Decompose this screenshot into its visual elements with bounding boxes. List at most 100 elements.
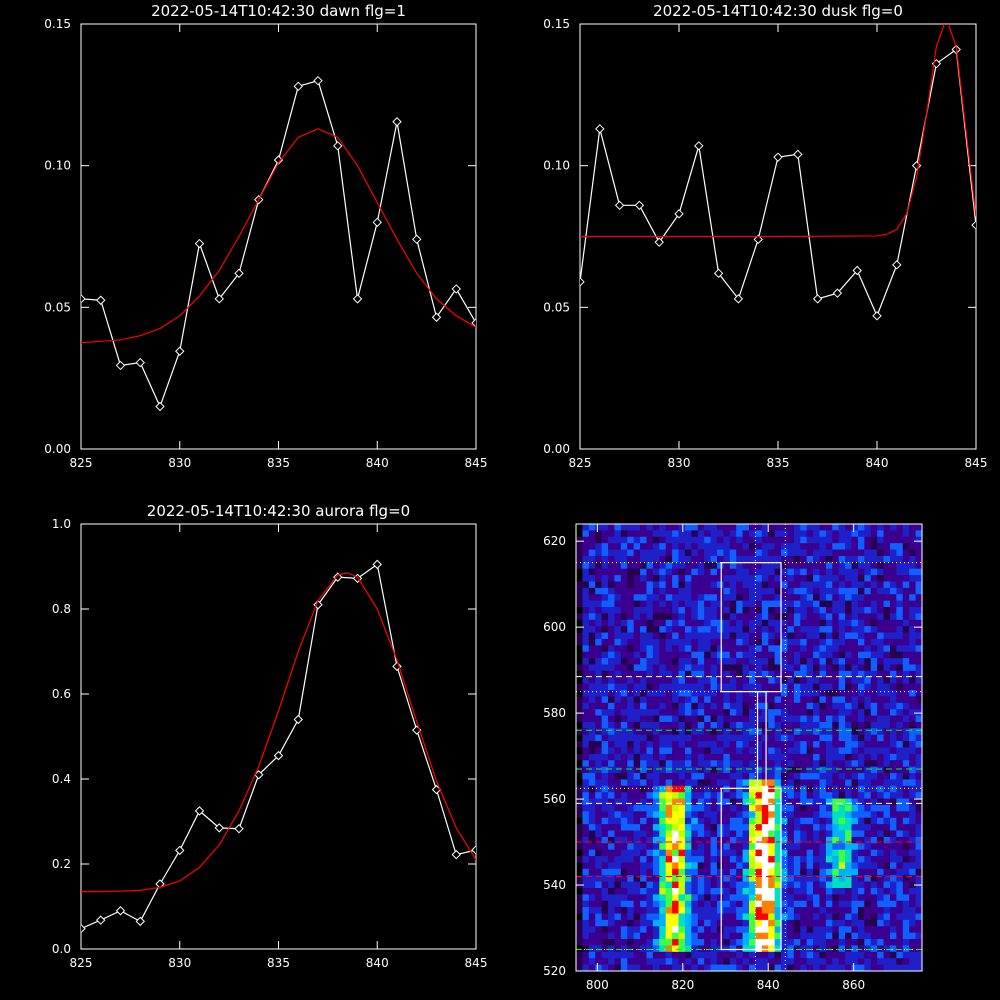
heatmap-cell (800, 626, 808, 633)
heatmap-cell (883, 779, 891, 787)
heatmap-cell (640, 856, 647, 863)
heatmap-cell (915, 849, 923, 857)
heatmap-cell (851, 900, 859, 908)
heatmap-cell (915, 562, 923, 570)
heatmap-cell (736, 811, 743, 819)
heatmap-cell (588, 568, 596, 576)
heatmap-cell (659, 868, 667, 876)
x-tick-label: 840 (866, 456, 889, 470)
heatmap-cell (819, 875, 827, 882)
heatmap-cell (768, 792, 776, 799)
heatmap-cell (851, 875, 859, 882)
heatmap-cell (729, 594, 737, 602)
heatmap-cell (857, 741, 865, 748)
heatmap-cell (749, 702, 756, 710)
heatmap-cell (800, 773, 808, 780)
heatmap-cell (582, 945, 590, 953)
heatmap-cell (633, 709, 641, 716)
heatmap-cell (793, 721, 801, 729)
heatmap-cell (620, 562, 628, 570)
heatmap-cell (576, 536, 583, 544)
heatmap-cell (620, 951, 628, 959)
heatmap-cell (652, 594, 660, 602)
heatmap-cell (684, 677, 692, 685)
heatmap-cell (652, 741, 660, 748)
heatmap-cell (576, 939, 583, 946)
heatmap-cell (742, 613, 750, 621)
heatmap-cell (614, 543, 622, 550)
heatmap-cell (851, 696, 859, 704)
fit-series (580, 24, 976, 238)
heatmap-cell (883, 804, 891, 812)
heatmap-cell (787, 843, 795, 851)
heatmap-cell (851, 530, 859, 538)
heatmap-cell (761, 664, 769, 672)
heatmap-cell (601, 945, 609, 953)
heatmap-cell (851, 594, 859, 602)
heatmap-cell (659, 683, 667, 691)
heatmap-cell (813, 951, 820, 959)
heatmap-cell (736, 683, 743, 691)
heatmap-cell (742, 881, 750, 889)
heatmap-cell (838, 555, 846, 563)
heatmap-cell (915, 524, 923, 531)
heatmap-cell (576, 562, 583, 570)
heatmap-cell (749, 715, 756, 723)
heatmap-cell (793, 939, 801, 946)
heatmap-cell (781, 575, 788, 582)
heatmap-cell (614, 824, 622, 831)
heatmap-cell (678, 856, 686, 863)
heatmap-cell (691, 843, 699, 851)
heatmap-cell (787, 734, 795, 742)
heatmap-cell (787, 524, 795, 531)
heatmap-cell (640, 945, 647, 953)
heatmap-cell (851, 607, 859, 614)
heatmap-cell (659, 587, 667, 595)
heatmap-cell (774, 728, 782, 736)
heatmap-cell (614, 862, 622, 870)
heatmap-cell (909, 594, 916, 602)
heatmap-cell (768, 651, 776, 659)
heatmap-cell (909, 887, 916, 895)
heatmap-cell (742, 670, 750, 678)
heatmap-cell (877, 753, 884, 761)
heatmap-cell (800, 843, 808, 851)
heatmap-cell (588, 779, 596, 787)
fit-series (81, 572, 476, 893)
heatmap-cell (851, 587, 859, 595)
heatmap-cell (838, 568, 846, 576)
heatmap-cell (691, 773, 699, 780)
heatmap-cell (729, 887, 737, 895)
heatmap-cell (915, 939, 923, 946)
data-series (81, 75, 476, 412)
heatmap-cell (896, 607, 904, 614)
heatmap-cell (806, 792, 814, 799)
heatmap-cell (749, 626, 756, 633)
heatmap-cell (588, 734, 596, 742)
heatmap-cell (588, 785, 596, 793)
heatmap-cell (838, 836, 846, 844)
heatmap-cell (909, 964, 916, 972)
data-point-marker (175, 845, 185, 856)
heatmap-cell (832, 773, 840, 780)
heatmap-cell (710, 619, 718, 627)
heatmap-cell (729, 849, 737, 857)
heatmap-cell (729, 862, 737, 870)
heatmap-cell (909, 734, 916, 742)
heatmap-cell (819, 696, 827, 704)
heatmap-cell (761, 747, 769, 755)
heatmap-cell (787, 619, 795, 627)
heatmap-cell (704, 798, 711, 806)
heatmap-cell (819, 811, 827, 819)
heatmap-cell (729, 747, 737, 755)
heatmap-cell (800, 613, 808, 621)
heatmap-cell (601, 900, 609, 908)
heatmap-cell (729, 619, 737, 627)
heatmap-cell (857, 856, 865, 863)
heatmap-cell (576, 804, 583, 812)
heatmap-cell (813, 626, 820, 633)
heatmap-cell (819, 798, 827, 806)
heatmap-cell (627, 747, 635, 755)
heatmap-cell (793, 824, 801, 831)
heatmap-cell (608, 939, 615, 946)
